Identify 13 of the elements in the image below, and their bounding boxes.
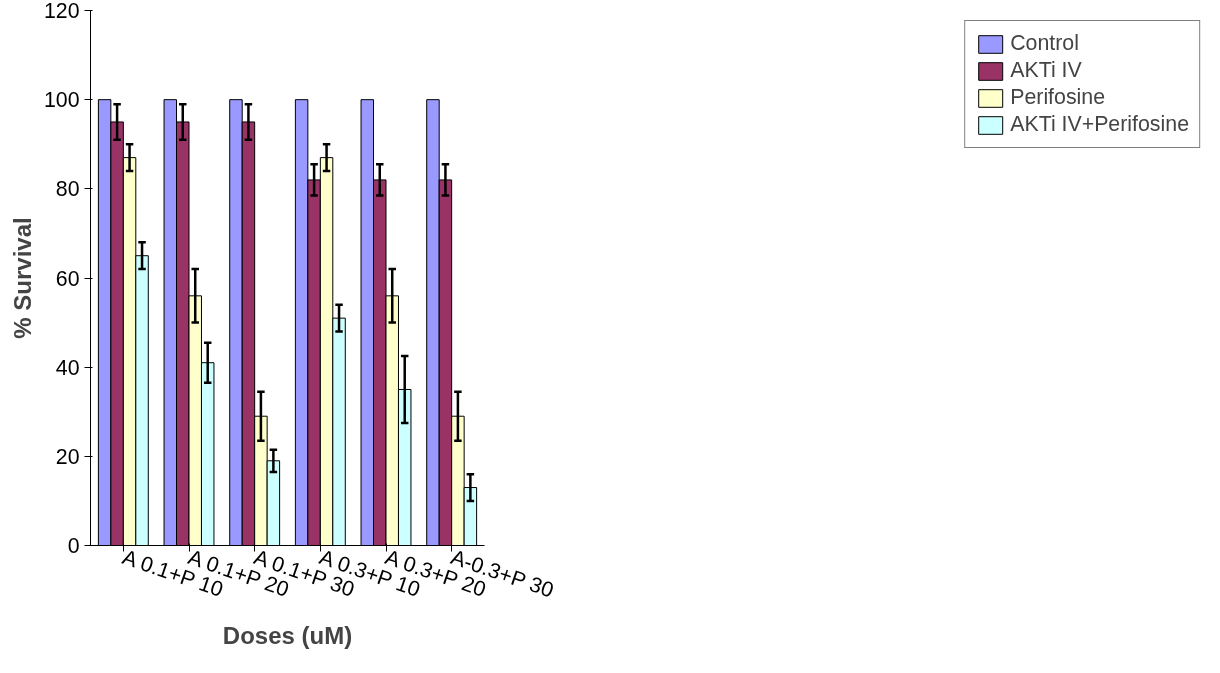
legend-label: AKTi IV: [1010, 58, 1082, 83]
y-tick-label: 80: [55, 177, 80, 202]
x-axis-title: Doses (uM): [222, 621, 353, 649]
legend-label: Control: [1010, 31, 1079, 56]
y-axis-title: % Survival: [8, 217, 36, 339]
y-tick-label: 20: [55, 444, 80, 469]
y-tick-label: 40: [55, 355, 80, 380]
legend-label: AKTi IV+Perifosine: [1010, 112, 1189, 137]
y-tick-label: 0: [67, 534, 80, 558]
legend-label: Perifosine: [1010, 85, 1106, 110]
y-tick-label: 100: [43, 88, 80, 113]
y-tick-label: 60: [55, 266, 80, 291]
y-tick-label: 120: [43, 0, 80, 23]
